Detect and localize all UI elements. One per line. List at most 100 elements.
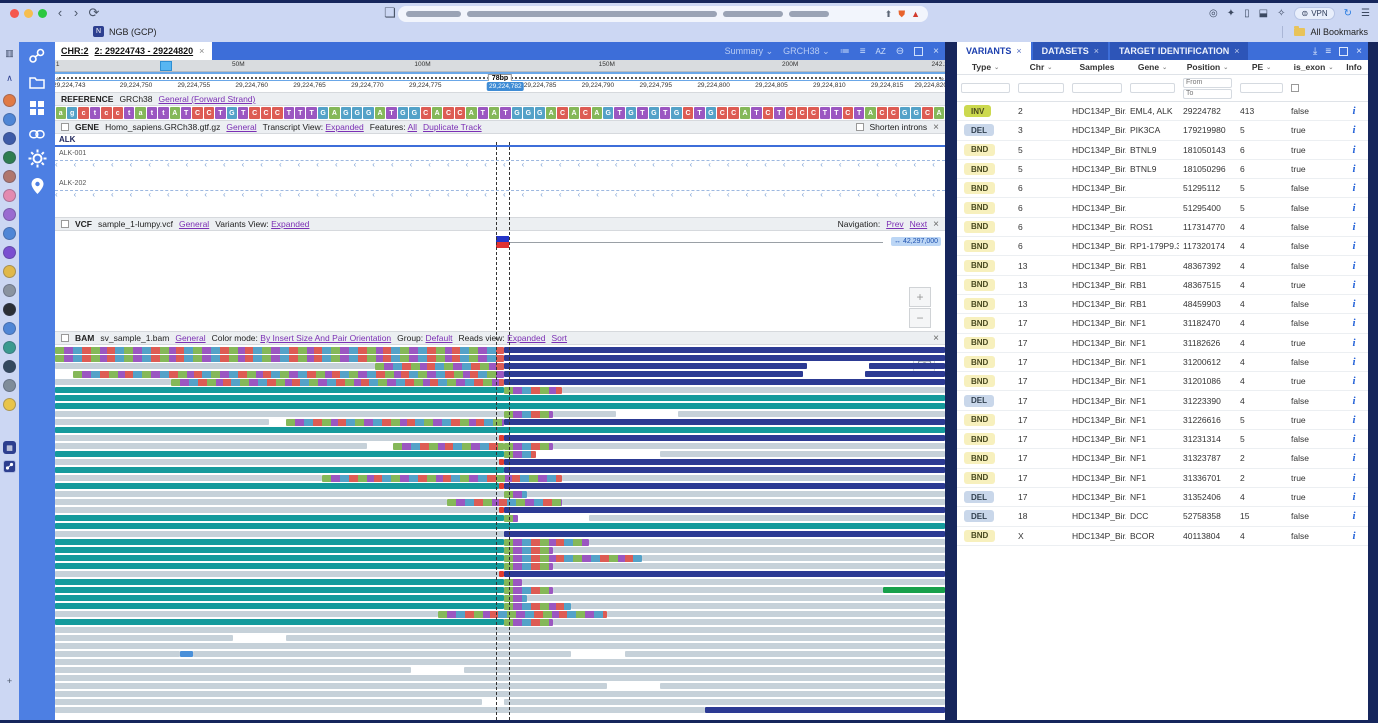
is-exon-filter-checkbox[interactable] (1291, 84, 1299, 92)
aligned-read[interactable] (503, 483, 945, 489)
warning-icon[interactable]: ▲ (911, 9, 920, 19)
browser-tab-favicon[interactable] (3, 132, 16, 145)
column-header-is_exon[interactable]: is_exon ⌄ (1287, 62, 1340, 72)
tracks-select-icon[interactable]: ≔ (839, 45, 850, 57)
sort-caret-icon[interactable]: ⌄ (994, 64, 1000, 71)
variant-row[interactable]: BND 17 HDC134P_Bir... NF1 31323787 2 false i (957, 449, 1368, 469)
read-mismatch-segment[interactable] (446, 499, 563, 506)
read-mismatch-segment[interactable] (503, 387, 563, 394)
browser-tab-favicon[interactable] (3, 379, 16, 392)
active-tab-ngb-icon[interactable] (3, 460, 16, 473)
aligned-read[interactable] (503, 507, 945, 513)
extensions-icon[interactable]: ✦ (1226, 8, 1236, 19)
aligned-read[interactable] (55, 459, 500, 465)
aligned-read[interactable] (55, 539, 504, 545)
filter-input-type[interactable] (961, 83, 1010, 93)
table-menu-icon[interactable]: ≡ (1325, 45, 1332, 57)
datasets-folder-icon[interactable] (27, 72, 47, 92)
aligned-read[interactable] (624, 651, 945, 657)
vcf-next-link[interactable]: Next (909, 219, 928, 229)
aligned-read[interactable] (55, 683, 607, 689)
aligned-read[interactable] (55, 707, 705, 713)
read-mismatch-segment[interactable] (437, 611, 607, 618)
browser-tab-favicon[interactable] (3, 189, 16, 202)
info-icon[interactable]: i (1352, 182, 1356, 195)
info-icon[interactable]: i (1352, 220, 1356, 233)
summary-dropdown[interactable]: Summary ⌄ (724, 45, 774, 56)
aligned-read[interactable] (55, 603, 504, 609)
column-header-position[interactable]: Position ⌄ (1179, 62, 1236, 72)
info-icon[interactable]: i (1352, 529, 1356, 542)
reload-button[interactable]: ⟳ (88, 5, 100, 20)
aligned-read[interactable] (553, 587, 883, 593)
sort-link[interactable]: Sort (551, 333, 568, 343)
column-header-info[interactable]: Info (1340, 62, 1368, 72)
read-mismatch-segment[interactable] (503, 451, 536, 458)
gene-general-link[interactable]: General (226, 122, 257, 132)
read-mismatch-segment[interactable] (503, 603, 572, 610)
column-header-chr[interactable]: Chr ⌄ (1014, 62, 1068, 72)
aligned-read[interactable] (55, 635, 233, 641)
aligned-read[interactable] (55, 547, 504, 553)
read-mismatch-segment[interactable] (503, 563, 554, 570)
new-tab-button[interactable]: + (6, 675, 13, 686)
variant-row[interactable]: BND 17 HDC134P_Bir... NF1 31201086 4 true i (957, 372, 1368, 392)
window-close-button[interactable] (10, 9, 19, 18)
browser-tab-favicon[interactable] (3, 322, 16, 335)
read-mismatch-segment[interactable] (503, 411, 554, 418)
info-icon[interactable]: i (1352, 105, 1356, 118)
aligned-read[interactable] (678, 411, 945, 417)
aligned-read[interactable] (55, 643, 945, 649)
sort-caret-icon[interactable]: ⌄ (1328, 64, 1334, 71)
info-icon[interactable]: i (1352, 317, 1356, 330)
sort-caret-icon[interactable]: ⌄ (1266, 64, 1272, 71)
collapse-icon[interactable]: ∧ (6, 73, 13, 83)
aligned-read[interactable] (503, 355, 945, 361)
vcf-track-close-icon[interactable]: × (933, 218, 939, 230)
vcf-prev-link[interactable]: Prev (886, 219, 904, 229)
tab-close-icon[interactable]: × (1093, 46, 1100, 56)
aligned-read[interactable] (503, 571, 945, 577)
tab-target-identification[interactable]: TARGET IDENTIFICATION × (1110, 42, 1249, 60)
sidebar-toggle-icon[interactable]: ▯ (1244, 8, 1250, 19)
variant-row[interactable]: DEL 17 HDC134P_Bir... NF1 31352406 4 true i (957, 488, 1368, 508)
aligned-read[interactable] (179, 651, 193, 657)
aligned-read[interactable] (55, 451, 504, 457)
aligned-read[interactable] (55, 675, 945, 681)
aligned-read[interactable] (55, 515, 504, 521)
vpn-badge[interactable]: ⊜ VPN (1294, 7, 1335, 20)
aligned-read[interactable] (869, 363, 945, 369)
variant-row[interactable]: BND 6 HDC134P_Bir... 51295112 5 false i (957, 179, 1368, 199)
aligned-read[interactable] (55, 363, 376, 369)
shorten-introns-checkbox[interactable] (855, 123, 864, 131)
ruler-selection-marker[interactable] (160, 61, 173, 71)
aligned-read[interactable] (55, 403, 945, 409)
chromosome-tab[interactable]: CHR:2 2: 29224743 - 29224820 × (55, 42, 213, 60)
genome-dropdown[interactable]: GRCH38 ⌄ (783, 45, 830, 56)
settings-gear-icon[interactable] (27, 148, 47, 168)
aligned-read[interactable] (55, 659, 945, 665)
aligned-read[interactable] (522, 579, 945, 585)
browser-tab-favicon[interactable] (3, 208, 16, 221)
filter-input-samples[interactable] (1072, 83, 1122, 93)
info-icon[interactable]: i (1352, 163, 1356, 176)
vcf-general-link[interactable]: General (178, 219, 210, 229)
variant-row[interactable]: BND 17 HDC134P_Bir... NF1 31182626 4 true i (957, 334, 1368, 353)
bam-track-close-icon[interactable]: × (933, 332, 939, 344)
aligned-read[interactable] (55, 379, 171, 385)
filter-input-pe[interactable] (1240, 83, 1283, 93)
sidebar-panel-icon[interactable]: ▥ (5, 48, 14, 58)
window-minimize-button[interactable] (24, 9, 33, 18)
info-icon[interactable]: i (1352, 433, 1356, 446)
info-icon[interactable]: i (1352, 491, 1356, 504)
aligned-read[interactable] (55, 555, 504, 561)
aligned-read[interactable] (55, 667, 411, 673)
aligned-read[interactable] (55, 691, 945, 697)
aligned-read[interactable] (553, 563, 945, 569)
variant-row[interactable]: BND 6 HDC134P_Bir... RP1-179P9.3,... 1173201… (957, 237, 1368, 257)
variant-row[interactable]: BND 6 HDC134P_Bir... 51295400 5 false i (957, 198, 1368, 218)
aligned-read[interactable] (704, 707, 945, 713)
close-panel-icon[interactable]: × (933, 45, 939, 57)
aligned-read[interactable] (499, 435, 504, 441)
